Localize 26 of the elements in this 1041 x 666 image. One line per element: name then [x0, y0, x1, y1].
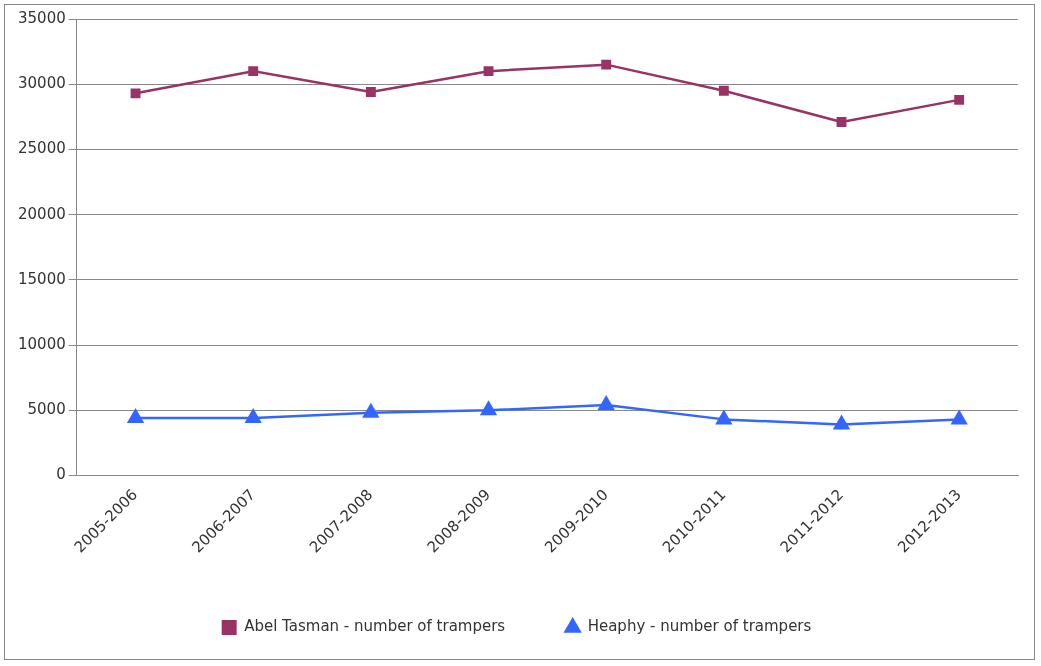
point: [365, 87, 376, 97]
y-tick-label: 35000: [18, 8, 66, 27]
point: [597, 395, 615, 411]
point: [248, 66, 259, 77]
point: [130, 88, 141, 99]
point: [954, 94, 965, 105]
legend-label: Heaphy - number of trampers: [587, 617, 812, 636]
y-tick-label: 30000: [18, 74, 66, 93]
point: [362, 402, 380, 418]
y-tick-label: 15000: [18, 269, 66, 288]
point: [244, 408, 262, 424]
point: [836, 117, 847, 127]
point: [126, 408, 145, 424]
point: [718, 85, 729, 96]
y-tick-label: 0: [56, 465, 66, 484]
point: [950, 409, 968, 425]
point: [715, 409, 733, 425]
point: [601, 59, 612, 70]
y-tick-label: 10000: [18, 334, 66, 353]
y-tick-label: 20000: [18, 204, 66, 223]
point: [483, 66, 494, 77]
point: [479, 400, 498, 416]
legend-label: Abel Tasman - number of trampers: [244, 617, 506, 636]
y-tick-label: 25000: [18, 139, 66, 158]
point: [832, 414, 851, 430]
y-tick-label: 5000: [27, 400, 66, 419]
